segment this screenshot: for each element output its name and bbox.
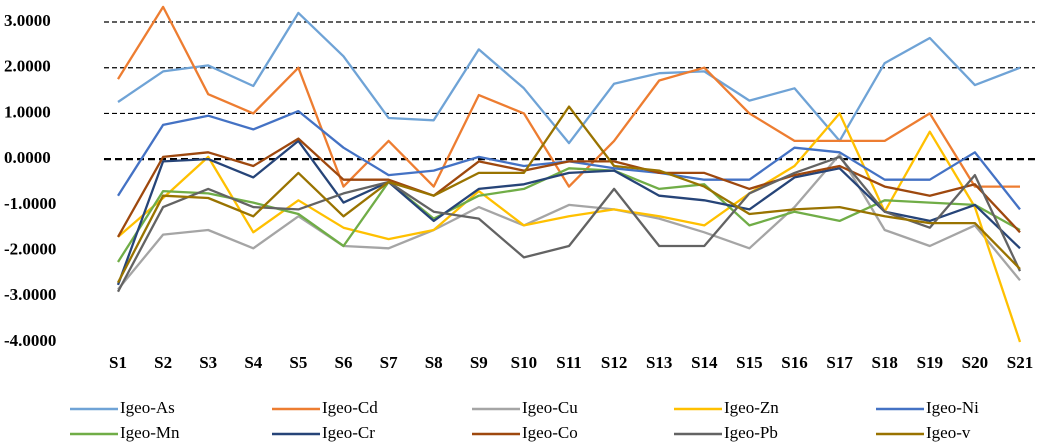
x-tick-label: S9 bbox=[470, 353, 488, 372]
x-tick-label: S4 bbox=[244, 353, 262, 372]
x-tick-label: S17 bbox=[826, 353, 853, 372]
x-tick-label: S12 bbox=[601, 353, 627, 372]
x-tick-label: S7 bbox=[380, 353, 398, 372]
x-tick-label: S21 bbox=[1007, 353, 1033, 372]
legend-label: Igeo-v bbox=[926, 423, 971, 442]
x-tick-label: S8 bbox=[425, 353, 443, 372]
y-tick-label: 2.0000 bbox=[4, 57, 51, 76]
x-tick-label: S1 bbox=[109, 353, 127, 372]
y-tick-label: -4.0000 bbox=[4, 331, 56, 350]
x-tick-label: S13 bbox=[646, 353, 672, 372]
y-tick-label: -1.0000 bbox=[4, 194, 56, 213]
legend-label: Igeo-Pb bbox=[724, 423, 778, 442]
series-line bbox=[116, 105, 1021, 284]
x-tick-label: S5 bbox=[289, 353, 307, 372]
x-tick-label: S16 bbox=[781, 353, 807, 372]
x-tick-label: S11 bbox=[556, 353, 582, 372]
legend-label: Igeo-Cr bbox=[322, 423, 375, 442]
legend-label: Igeo-Mn bbox=[120, 423, 180, 442]
series-line bbox=[116, 139, 1021, 286]
x-tick-label: S20 bbox=[962, 353, 988, 372]
series-line bbox=[117, 167, 1021, 263]
x-tick-label: S15 bbox=[736, 353, 762, 372]
x-tick-label: S2 bbox=[154, 353, 172, 372]
y-tick-label: -3.0000 bbox=[4, 285, 56, 304]
series-line bbox=[116, 137, 1021, 238]
y-tick-label: -2.0000 bbox=[4, 239, 56, 258]
x-tick-label: S18 bbox=[871, 353, 897, 372]
x-tick-label: S19 bbox=[917, 353, 943, 372]
legend-label: Igeo-Ni bbox=[926, 398, 979, 417]
y-tick-label: 1.0000 bbox=[4, 102, 51, 121]
x-tick-label: S6 bbox=[335, 353, 353, 372]
legend-label: Igeo-Co bbox=[522, 423, 578, 442]
series-line bbox=[117, 5, 1020, 188]
legend-label: Igeo-As bbox=[120, 398, 175, 417]
x-tick-label: S3 bbox=[199, 353, 217, 372]
x-tick-label: S10 bbox=[511, 353, 537, 372]
series-line bbox=[117, 112, 1022, 343]
legend-label: Igeo-Cu bbox=[522, 398, 578, 417]
series-line bbox=[117, 153, 1021, 291]
y-tick-label: 0.0000 bbox=[4, 148, 51, 167]
x-tick-label: S14 bbox=[691, 353, 718, 372]
series-line bbox=[117, 11, 1021, 145]
legend-label: Igeo-Zn bbox=[724, 398, 779, 417]
y-tick-label: 3.0000 bbox=[4, 11, 51, 30]
series-line bbox=[116, 155, 1022, 293]
legend-label: Igeo-Cd bbox=[322, 398, 378, 417]
